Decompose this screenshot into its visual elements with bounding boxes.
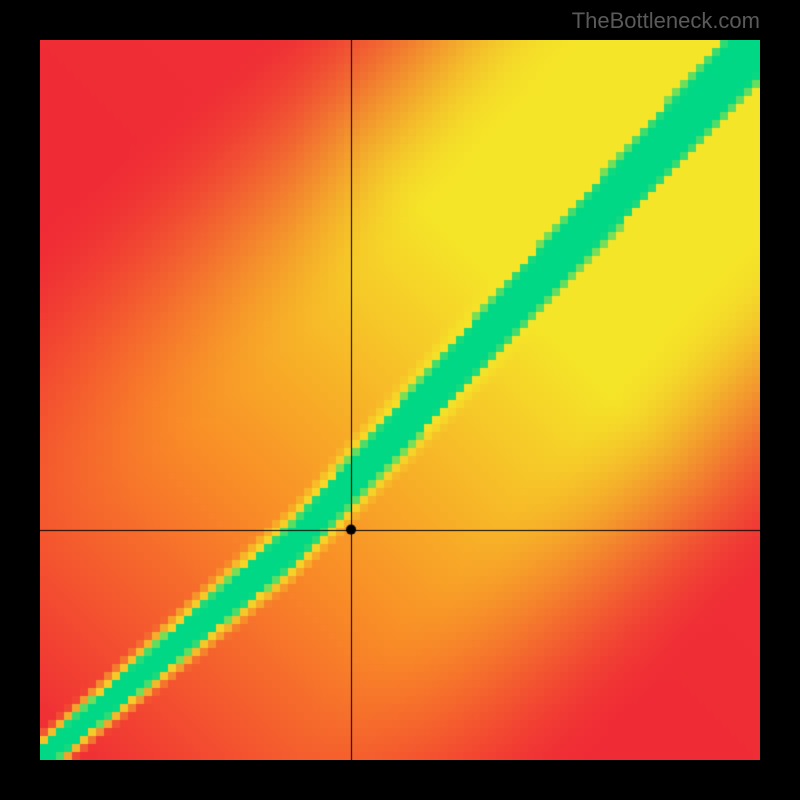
watermark-text: TheBottleneck.com — [572, 8, 760, 34]
bottleneck-heatmap — [40, 40, 760, 760]
